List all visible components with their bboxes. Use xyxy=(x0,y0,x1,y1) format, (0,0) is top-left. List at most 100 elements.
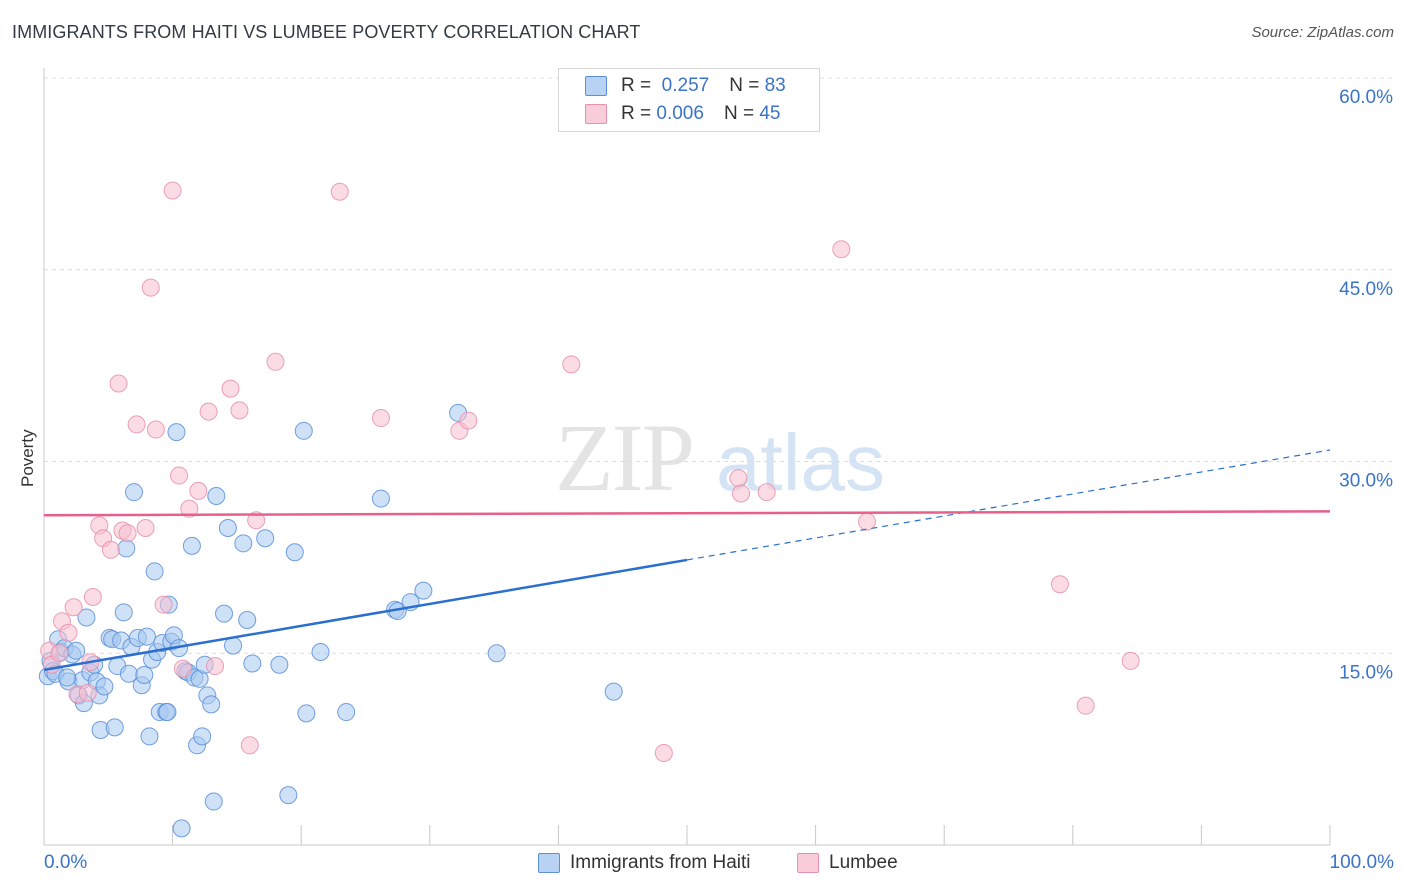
series-lumbee-points xyxy=(40,181,1140,762)
data-point xyxy=(154,595,173,614)
data-point xyxy=(127,415,146,434)
data-point xyxy=(729,469,748,488)
data-point xyxy=(279,786,298,805)
data-point xyxy=(207,487,226,506)
data-point xyxy=(234,534,253,553)
data-point xyxy=(732,484,751,503)
data-point xyxy=(140,727,159,746)
data-point xyxy=(230,401,249,420)
data-point xyxy=(247,511,266,530)
data-point xyxy=(285,543,304,562)
data-point xyxy=(125,483,144,502)
y-tick-label: 15.0% xyxy=(1339,662,1393,683)
data-point xyxy=(95,677,114,696)
watermark: ZIP atlas xyxy=(555,404,885,511)
y-tick-label: 60.0% xyxy=(1339,87,1393,108)
bottom-legend-haiti: Immigrants from Haiti xyxy=(538,852,751,874)
bottom-legend-label-lumbee: Lumbee xyxy=(829,852,898,873)
trend-lines xyxy=(43,449,1331,672)
data-point xyxy=(266,352,285,371)
data-point xyxy=(189,481,208,500)
gridlines xyxy=(44,77,1394,654)
data-point xyxy=(294,421,313,440)
data-point xyxy=(109,374,128,393)
data-point xyxy=(180,499,199,518)
legend-r-label: R = xyxy=(621,75,652,96)
data-point xyxy=(487,644,506,663)
y-tick-label: 30.0% xyxy=(1339,471,1393,492)
data-point xyxy=(654,743,673,762)
data-point xyxy=(158,703,177,722)
data-point xyxy=(146,420,165,439)
y-tick-label: 45.0% xyxy=(1339,279,1393,300)
legend-n-label: N = xyxy=(729,75,760,96)
data-point xyxy=(58,668,77,687)
data-point xyxy=(604,682,623,701)
data-point xyxy=(135,665,154,684)
source-label: Source: ZipAtlas.com xyxy=(1251,24,1394,41)
legend-swatch-blue xyxy=(585,76,607,96)
data-point xyxy=(118,524,137,543)
data-point xyxy=(832,240,851,259)
legend-n-value: 45 xyxy=(759,103,781,124)
data-point xyxy=(337,703,356,722)
data-point xyxy=(137,627,156,646)
axes xyxy=(43,68,1331,846)
legend-n-label: N = xyxy=(723,103,755,124)
data-point xyxy=(172,819,191,838)
data-point xyxy=(77,608,96,627)
data-point xyxy=(193,727,212,746)
legend-n-value: 83 xyxy=(764,75,786,96)
data-point xyxy=(256,529,275,548)
data-point xyxy=(311,642,330,661)
data-point xyxy=(67,641,86,660)
bottom-legend-swatch-blue xyxy=(538,853,560,873)
data-point xyxy=(757,483,776,502)
legend-r-value: 0.006 xyxy=(656,103,704,124)
data-point xyxy=(163,181,182,200)
trend-line-haiti xyxy=(43,558,688,672)
data-point xyxy=(215,604,234,623)
data-point xyxy=(206,657,225,676)
data-point xyxy=(371,489,390,508)
legend-row-haiti: R = 0.257 N = 83 xyxy=(585,74,786,98)
data-point xyxy=(562,355,581,374)
data-point xyxy=(50,644,69,663)
data-point xyxy=(83,588,102,607)
data-point xyxy=(218,518,237,537)
trend-line-lumbee xyxy=(43,510,1331,517)
data-point xyxy=(371,409,390,428)
data-point xyxy=(64,598,83,617)
legend-swatch-pink xyxy=(585,104,607,124)
data-point xyxy=(459,411,478,430)
data-point xyxy=(204,792,223,811)
data-point xyxy=(59,623,78,642)
data-point xyxy=(173,659,192,678)
data-point xyxy=(240,736,259,755)
legend-r-label: R = xyxy=(621,103,652,124)
data-point xyxy=(141,278,160,297)
data-point xyxy=(1076,696,1095,715)
bottom-legend-label-haiti: Immigrants from Haiti xyxy=(570,852,751,873)
data-point xyxy=(136,518,155,537)
data-point xyxy=(145,562,164,581)
data-point xyxy=(243,654,262,673)
data-point xyxy=(270,655,289,674)
y-tick-labels: 15.0% 30.0% 45.0% 60.0% xyxy=(1339,87,1393,683)
data-point xyxy=(221,379,240,398)
legend-r-value: 0.257 xyxy=(661,75,710,96)
data-point xyxy=(117,539,136,558)
x-tick-max: 100.0% xyxy=(1329,852,1394,873)
data-point xyxy=(105,718,124,737)
bottom-legend-swatch-pink xyxy=(797,853,819,873)
watermark-zip: ZIP xyxy=(555,404,693,511)
x-tick-min: 0.0% xyxy=(44,852,88,873)
data-point xyxy=(1121,651,1140,670)
data-point xyxy=(202,695,221,714)
data-point xyxy=(414,581,433,600)
data-point xyxy=(78,683,97,702)
trend-line-haiti-extension xyxy=(686,449,1331,561)
chart-title: IMMIGRANTS FROM HAITI VS LUMBEE POVERTY … xyxy=(12,22,641,42)
bottom-legend-lumbee: Lumbee xyxy=(797,852,898,874)
